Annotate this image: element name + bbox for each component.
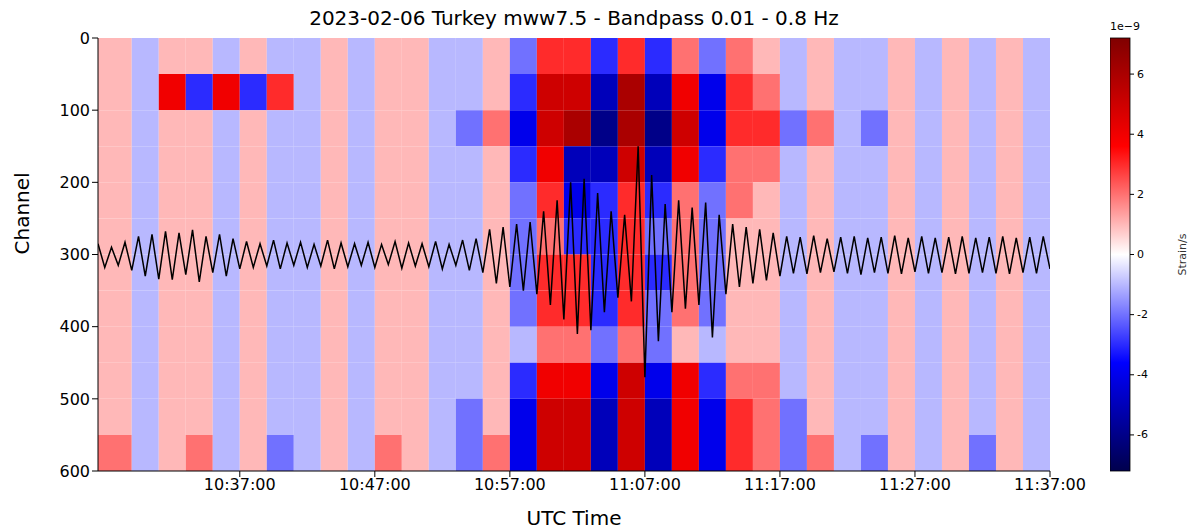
svg-text:Channel: Channel [10, 172, 34, 254]
svg-text:600: 600 [59, 462, 90, 481]
svg-text:10:57:00: 10:57:00 [474, 475, 546, 494]
svg-text:600: 600 [59, 462, 90, 481]
svg-text:-6: -6 [1137, 428, 1148, 441]
svg-text:300: 300 [59, 245, 90, 264]
svg-text:11:27:00: 11:27:00 [879, 475, 951, 494]
svg-text:4: 4 [1137, 128, 1144, 141]
svg-text:500: 500 [59, 390, 90, 409]
svg-text:11:17:00: 11:17:00 [744, 475, 816, 494]
svg-text:UTC Time: UTC Time [527, 506, 622, 529]
svg-text:200: 200 [59, 173, 90, 192]
svg-text:UTC Time: UTC Time [527, 506, 622, 529]
svg-text:11:27:00: 11:27:00 [879, 475, 951, 494]
svg-text:0: 0 [80, 29, 90, 48]
svg-text:300: 300 [59, 245, 90, 264]
svg-text:10:47:00: 10:47:00 [339, 475, 411, 494]
svg-text:0: 0 [80, 29, 90, 48]
svg-text:10:57:00: 10:57:00 [474, 475, 546, 494]
svg-text:Channel: Channel [10, 172, 34, 254]
svg-text:10:37:00: 10:37:00 [204, 475, 276, 494]
svg-text:-4: -4 [1137, 368, 1148, 381]
svg-text:0: 0 [1137, 248, 1144, 261]
svg-text:200: 200 [59, 173, 90, 192]
svg-text:400: 400 [59, 317, 90, 336]
svg-text:2: 2 [1137, 188, 1144, 201]
svg-text:100: 100 [59, 101, 90, 120]
svg-text:11:17:00: 11:17:00 [744, 475, 816, 494]
svg-text:100: 100 [59, 101, 90, 120]
svg-text:11:07:00: 11:07:00 [609, 475, 681, 494]
html-text:2023-02-06 Turkey mww7.5 - Ban: 2023-02-06 Turkey mww7.5 - Bandpass 0.01… [309, 6, 839, 30]
svg-text:10:37:00: 10:37:00 [204, 475, 276, 494]
svg-text:-2: -2 [1137, 308, 1148, 321]
svg-text:10:47:00: 10:47:00 [339, 475, 411, 494]
svg-text:Strain/s: Strain/s [1176, 233, 1189, 275]
svg-text:6: 6 [1137, 68, 1144, 81]
svg-text:11:07:00: 11:07:00 [609, 475, 681, 494]
svg-text:400: 400 [59, 317, 90, 336]
svg-text:11:37:00: 11:37:00 [1014, 475, 1086, 494]
svg-text:11:37:00: 11:37:00 [1014, 475, 1086, 494]
svg-text:500: 500 [59, 390, 90, 409]
svg-text:1e−9: 1e−9 [1110, 20, 1140, 33]
